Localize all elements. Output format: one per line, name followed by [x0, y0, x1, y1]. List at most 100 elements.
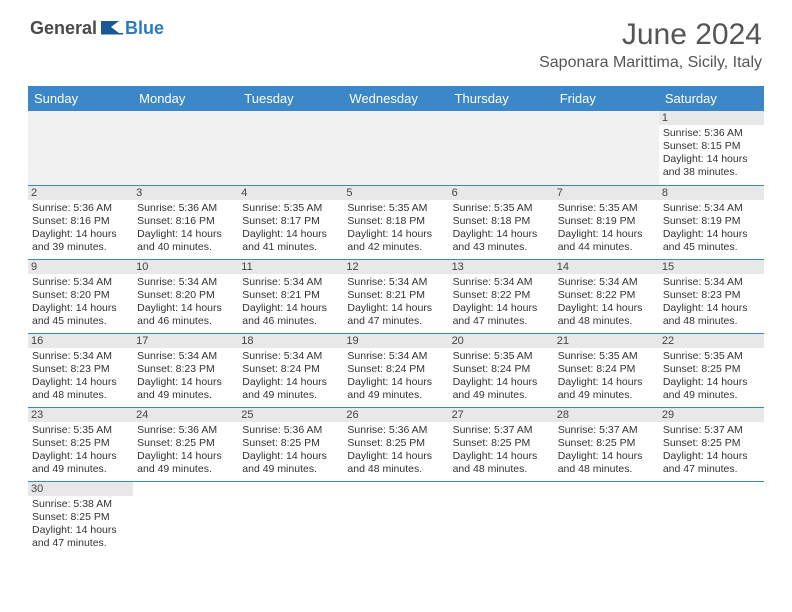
day-number: 9	[28, 260, 133, 274]
daylight-line: Daylight: 14 hours and 49 minutes.	[347, 376, 444, 402]
day-number: 22	[659, 334, 764, 348]
calendar-cell: 9Sunrise: 5:34 AMSunset: 8:20 PMDaylight…	[28, 259, 133, 333]
sunrise-line: Sunrise: 5:36 AM	[32, 202, 129, 215]
daylight-line: Daylight: 14 hours and 49 minutes.	[558, 376, 655, 402]
daylight-line: Daylight: 14 hours and 48 minutes.	[663, 302, 760, 328]
day-number: 29	[659, 408, 764, 422]
daylight-line: Daylight: 14 hours and 48 minutes.	[32, 376, 129, 402]
sunrise-line: Sunrise: 5:36 AM	[242, 424, 339, 437]
sunrise-line: Sunrise: 5:34 AM	[137, 276, 234, 289]
sunset-line: Sunset: 8:25 PM	[453, 437, 550, 450]
daylight-line: Daylight: 14 hours and 49 minutes.	[32, 450, 129, 476]
calendar-cell	[449, 481, 554, 555]
calendar-cell: 27Sunrise: 5:37 AMSunset: 8:25 PMDayligh…	[449, 407, 554, 481]
calendar-cell: 1Sunrise: 5:36 AMSunset: 8:15 PMDaylight…	[659, 111, 764, 185]
calendar-cell: 25 Sunrise: 5:36 AMSunset: 8:25 PMDayligh…	[238, 407, 343, 481]
sunrise-line: Sunrise: 5:35 AM	[558, 202, 655, 215]
day-number: 5	[343, 186, 448, 200]
day-number: 27	[449, 408, 554, 422]
calendar-cell: 30 Sunrise: 5:38 AMSunset: 8:25 PMDayligh…	[28, 481, 133, 555]
calendar-header-row: SundayMondayTuesdayWednesdayThursdayFrid…	[28, 86, 764, 111]
daylight-line: Daylight: 14 hours and 40 minutes.	[137, 228, 234, 254]
daylight-line: Daylight: 14 hours and 42 minutes.	[347, 228, 444, 254]
day-number: 23	[28, 408, 133, 422]
sunset-line: Sunset: 8:21 PM	[242, 289, 339, 302]
day-number: 11	[238, 260, 343, 274]
calendar-cell: 28Sunrise: 5:37 AMSunset: 8:25 PMDayligh…	[554, 407, 659, 481]
daylight-line: Daylight: 14 hours and 49 minutes.	[137, 450, 234, 476]
calendar-week-row: 9Sunrise: 5:34 AMSunset: 8:20 PMDaylight…	[28, 259, 764, 333]
calendar-cell: 24Sunrise: 5:36 AMSunset: 8:25 PMDayligh…	[133, 407, 238, 481]
day-number: 21	[554, 334, 659, 348]
day-number: 19	[343, 334, 448, 348]
daylight-line: Daylight: 14 hours and 48 minutes.	[558, 450, 655, 476]
sunrise-line: Sunrise: 5:37 AM	[558, 424, 655, 437]
day-number: 3	[133, 186, 238, 200]
title-block: June 2024 Saponara Marittima, Sicily, It…	[539, 18, 762, 72]
calendar-week-row: 1Sunrise: 5:36 AMSunset: 8:15 PMDaylight…	[28, 111, 764, 185]
calendar-cell	[554, 111, 659, 185]
calendar-cell	[238, 481, 343, 555]
daylight-line: Daylight: 14 hours and 45 minutes.	[663, 228, 760, 254]
month-title: June 2024	[539, 18, 762, 52]
calendar-week-row: 2Sunrise: 5:36 AMSunset: 8:16 PMDaylight…	[28, 185, 764, 259]
daylight-line: Daylight: 14 hours and 47 minutes.	[453, 302, 550, 328]
calendar-cell: 6Sunrise: 5:35 AMSunset: 8:18 PMDaylight…	[449, 185, 554, 259]
sunset-line: Sunset: 8:25 PM	[663, 437, 760, 450]
calendar-cell: 12Sunrise: 5:34 AMSunset: 8:21 PMDayligh…	[343, 259, 448, 333]
calendar-cell	[238, 111, 343, 185]
day-number: 7	[554, 186, 659, 200]
calendar-body: 1Sunrise: 5:36 AMSunset: 8:15 PMDaylight…	[28, 111, 764, 555]
daylight-line: Daylight: 14 hours and 48 minutes.	[347, 450, 444, 476]
day-number: 10	[133, 260, 238, 274]
logo: General Blue	[30, 18, 164, 39]
daylight-line: Daylight: 14 hours and 46 minutes.	[242, 302, 339, 328]
day-number: 30	[28, 482, 133, 496]
day-number: 17	[133, 334, 238, 348]
calendar-cell	[554, 481, 659, 555]
daylight-line: Daylight: 14 hours and 48 minutes.	[558, 302, 655, 328]
daylight-line: Daylight: 14 hours and 49 minutes.	[137, 376, 234, 402]
sunrise-line: Sunrise: 5:34 AM	[347, 276, 444, 289]
sunrise-line: Sunrise: 5:35 AM	[453, 350, 550, 363]
day-number: 25	[238, 408, 343, 422]
daylight-line: Daylight: 14 hours and 49 minutes.	[453, 376, 550, 402]
sunset-line: Sunset: 8:21 PM	[347, 289, 444, 302]
sunrise-line: Sunrise: 5:36 AM	[137, 202, 234, 215]
calendar-cell: 11Sunrise: 5:34 AMSunset: 8:21 PMDayligh…	[238, 259, 343, 333]
sunset-line: Sunset: 8:25 PM	[32, 511, 129, 524]
calendar-cell: 14Sunrise: 5:34 AMSunset: 8:22 PMDayligh…	[554, 259, 659, 333]
sunrise-line: Sunrise: 5:38 AM	[32, 498, 129, 511]
location-subtitle: Saponara Marittima, Sicily, Italy	[539, 54, 762, 72]
day-number: 28	[554, 408, 659, 422]
sunset-line: Sunset: 8:25 PM	[32, 437, 129, 450]
calendar-cell: 22Sunrise: 5:35 AMSunset: 8:25 PMDayligh…	[659, 333, 764, 407]
daylight-line: Daylight: 14 hours and 38 minutes.	[663, 153, 760, 179]
day-number: 18	[238, 334, 343, 348]
day-number: 6	[449, 186, 554, 200]
sunrise-line: Sunrise: 5:34 AM	[453, 276, 550, 289]
calendar-cell: 5Sunrise: 5:35 AMSunset: 8:18 PMDaylight…	[343, 185, 448, 259]
sunset-line: Sunset: 8:24 PM	[347, 363, 444, 376]
calendar-cell: 4Sunrise: 5:35 AMSunset: 8:17 PMDaylight…	[238, 185, 343, 259]
calendar-cell	[343, 111, 448, 185]
day-number: 24	[133, 408, 238, 422]
day-number: 20	[449, 334, 554, 348]
calendar-week-row: 23Sunrise: 5:35 AMSunset: 8:25 PMDayligh…	[28, 407, 764, 481]
sunset-line: Sunset: 8:22 PM	[558, 289, 655, 302]
sunset-line: Sunset: 8:25 PM	[242, 437, 339, 450]
calendar-cell: 10Sunrise: 5:34 AMSunset: 8:20 PMDayligh…	[133, 259, 238, 333]
daylight-line: Daylight: 14 hours and 49 minutes.	[242, 450, 339, 476]
calendar-cell	[343, 481, 448, 555]
sunrise-line: Sunrise: 5:34 AM	[137, 350, 234, 363]
sunset-line: Sunset: 8:25 PM	[347, 437, 444, 450]
calendar-week-row: 16Sunrise: 5:34 AMSunset: 8:23 PMDayligh…	[28, 333, 764, 407]
day-number: 14	[554, 260, 659, 274]
calendar-cell: 19Sunrise: 5:34 AMSunset: 8:24 PMDayligh…	[343, 333, 448, 407]
calendar-cell	[133, 111, 238, 185]
day-number: 13	[449, 260, 554, 274]
daylight-line: Daylight: 14 hours and 44 minutes.	[558, 228, 655, 254]
sunrise-line: Sunrise: 5:35 AM	[453, 202, 550, 215]
daylight-line: Daylight: 14 hours and 47 minutes.	[32, 524, 129, 550]
daylight-line: Daylight: 14 hours and 49 minutes.	[242, 376, 339, 402]
